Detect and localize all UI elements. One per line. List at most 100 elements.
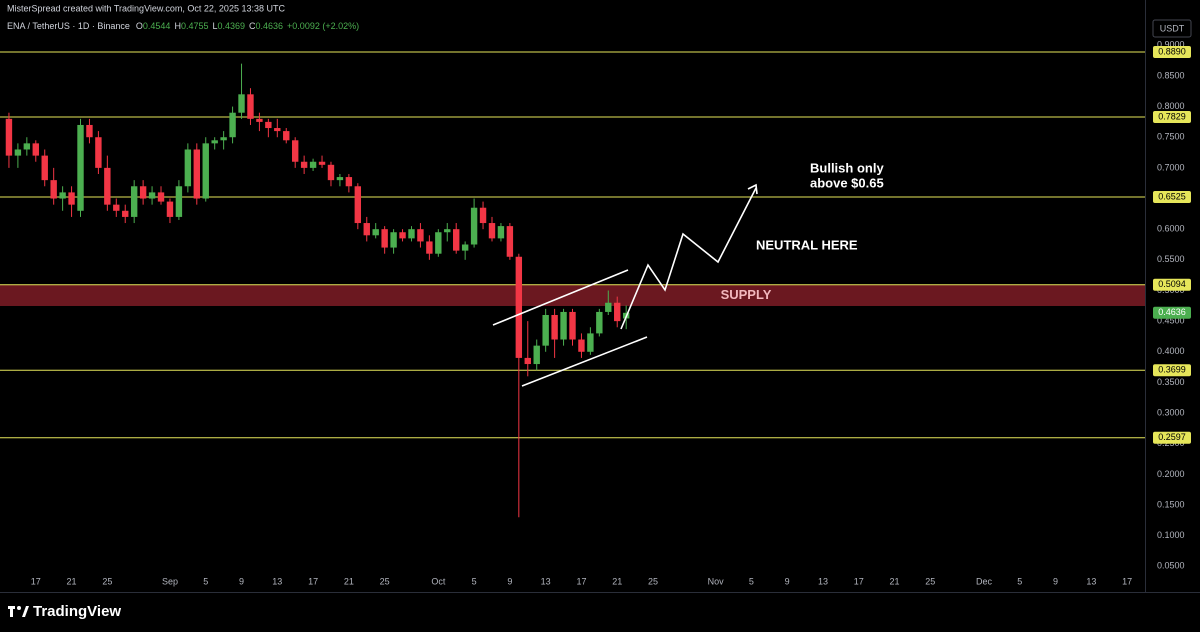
candle-body xyxy=(14,149,22,156)
channel-lower xyxy=(521,336,648,387)
level-label: 0.3699 xyxy=(1158,365,1186,375)
candle-body xyxy=(560,311,567,340)
candle-body xyxy=(148,192,156,199)
candle-body xyxy=(220,137,227,141)
level-label: 0.6525 xyxy=(1158,191,1186,201)
x-tick-label: 9 xyxy=(785,576,790,586)
candle-body xyxy=(256,118,263,122)
level-label: 0.5094 xyxy=(1158,279,1186,289)
ohlc-value: 0.4755 xyxy=(181,21,209,31)
candle-body xyxy=(50,180,57,199)
candle-body xyxy=(506,226,514,257)
x-tick-label: 17 xyxy=(1122,576,1132,586)
currency: USDT xyxy=(1160,23,1185,33)
candle-body xyxy=(238,94,245,113)
currency-box xyxy=(1152,19,1192,38)
level-tag xyxy=(1153,278,1191,291)
y-tick-label: 0.5500 xyxy=(1157,254,1185,264)
x-tick-label: Dec xyxy=(976,576,993,586)
x-tick-label: 5 xyxy=(203,576,208,586)
candle-body xyxy=(274,128,281,132)
x-tick-label: 9 xyxy=(507,576,512,586)
y-tick-label: 0.2000 xyxy=(1157,469,1185,479)
level-tag xyxy=(1153,364,1191,377)
candle-body xyxy=(426,241,433,254)
y-tick-label: 0.4500 xyxy=(1157,316,1185,326)
zone-layer: SUPPLY xyxy=(0,284,1145,306)
logo-shape xyxy=(17,606,21,610)
candle-body xyxy=(309,161,317,168)
candle-body xyxy=(41,155,48,181)
level-tag xyxy=(1153,111,1191,124)
channel-upper xyxy=(492,269,629,326)
y-tick-label: 0.7000 xyxy=(1157,162,1185,172)
x-tick-label: 25 xyxy=(648,576,658,586)
arrow-head xyxy=(747,183,758,195)
x-tick-label: 25 xyxy=(102,576,112,586)
ohlc-key: L xyxy=(212,21,217,31)
y-tick-label: 0.8000 xyxy=(1157,101,1185,111)
candle-body xyxy=(300,161,308,168)
x-tick-label: 5 xyxy=(1017,576,1022,586)
candle-body xyxy=(211,140,218,144)
candle-body xyxy=(390,232,397,248)
candle-body xyxy=(569,311,576,340)
x-tick-label: 17 xyxy=(854,576,864,586)
candle-body xyxy=(372,229,379,236)
candle-body xyxy=(175,186,183,217)
supply-zone xyxy=(0,284,1145,306)
candle-body xyxy=(327,164,335,181)
candle-body xyxy=(104,167,111,205)
ohlc-value: 0.4636 xyxy=(256,21,284,31)
y-tick-label: 0.1000 xyxy=(1157,530,1185,540)
y-tick-label: 0.1500 xyxy=(1157,499,1185,509)
candle-body xyxy=(184,149,192,187)
last-price-tag xyxy=(1153,306,1191,319)
annotation: NEUTRAL HERE xyxy=(756,237,858,252)
candle-body xyxy=(59,192,66,199)
y-tick-label: 0.7500 xyxy=(1157,132,1185,142)
x-tick-label: Sep xyxy=(162,576,178,586)
y-tick-label: 0.9000 xyxy=(1157,40,1185,50)
candle-body xyxy=(193,149,200,199)
candle-body xyxy=(408,229,415,239)
candle-body xyxy=(578,339,585,352)
ohlc-key: H xyxy=(174,21,181,31)
candle-body xyxy=(551,315,558,340)
candle-body xyxy=(363,223,370,236)
candle-body xyxy=(596,311,603,334)
ohlc-value: 0.4369 xyxy=(217,21,245,31)
candle-body xyxy=(605,302,612,312)
annotation: above $0.65 xyxy=(810,175,884,190)
candle-body xyxy=(453,229,460,251)
ohlc-value: 0.4544 xyxy=(143,21,171,31)
candle-body xyxy=(444,229,451,233)
candle-body xyxy=(291,140,299,162)
zone-label: SUPPLY xyxy=(721,287,772,302)
candle-body xyxy=(614,302,621,322)
candle-body xyxy=(587,333,594,352)
x-tick-label: 21 xyxy=(890,576,900,586)
last-price-label: 0.4636 xyxy=(1158,307,1186,317)
x-tick-label: 17 xyxy=(31,576,41,586)
candle-body xyxy=(515,256,523,358)
candle-body xyxy=(95,137,102,168)
change: +0.0092 (+2.02%) xyxy=(287,21,359,31)
x-tick-label: 5 xyxy=(749,576,754,586)
x-tick-label: 9 xyxy=(1053,576,1058,586)
x-tick-label: 25 xyxy=(380,576,390,586)
symbol-line: ENA / TetherUS · 1D · Binance O0.4544 H0.4… xyxy=(7,21,359,31)
candle-body xyxy=(381,229,388,248)
candle-body xyxy=(336,177,344,181)
axis-layer: 0.90000.85000.80000.75000.70000.65000.60… xyxy=(31,40,1191,586)
annotation: Bullish only xyxy=(810,160,884,175)
x-tick-label: 21 xyxy=(612,576,622,586)
candle-body xyxy=(533,345,540,365)
y-tick-label: 0.6000 xyxy=(1157,224,1185,234)
x-tick-label: 21 xyxy=(67,576,77,586)
x-tick-label: 25 xyxy=(925,576,935,586)
candle-body xyxy=(122,210,129,217)
level-label: 0.2597 xyxy=(1158,432,1186,442)
candle-body xyxy=(461,244,469,251)
